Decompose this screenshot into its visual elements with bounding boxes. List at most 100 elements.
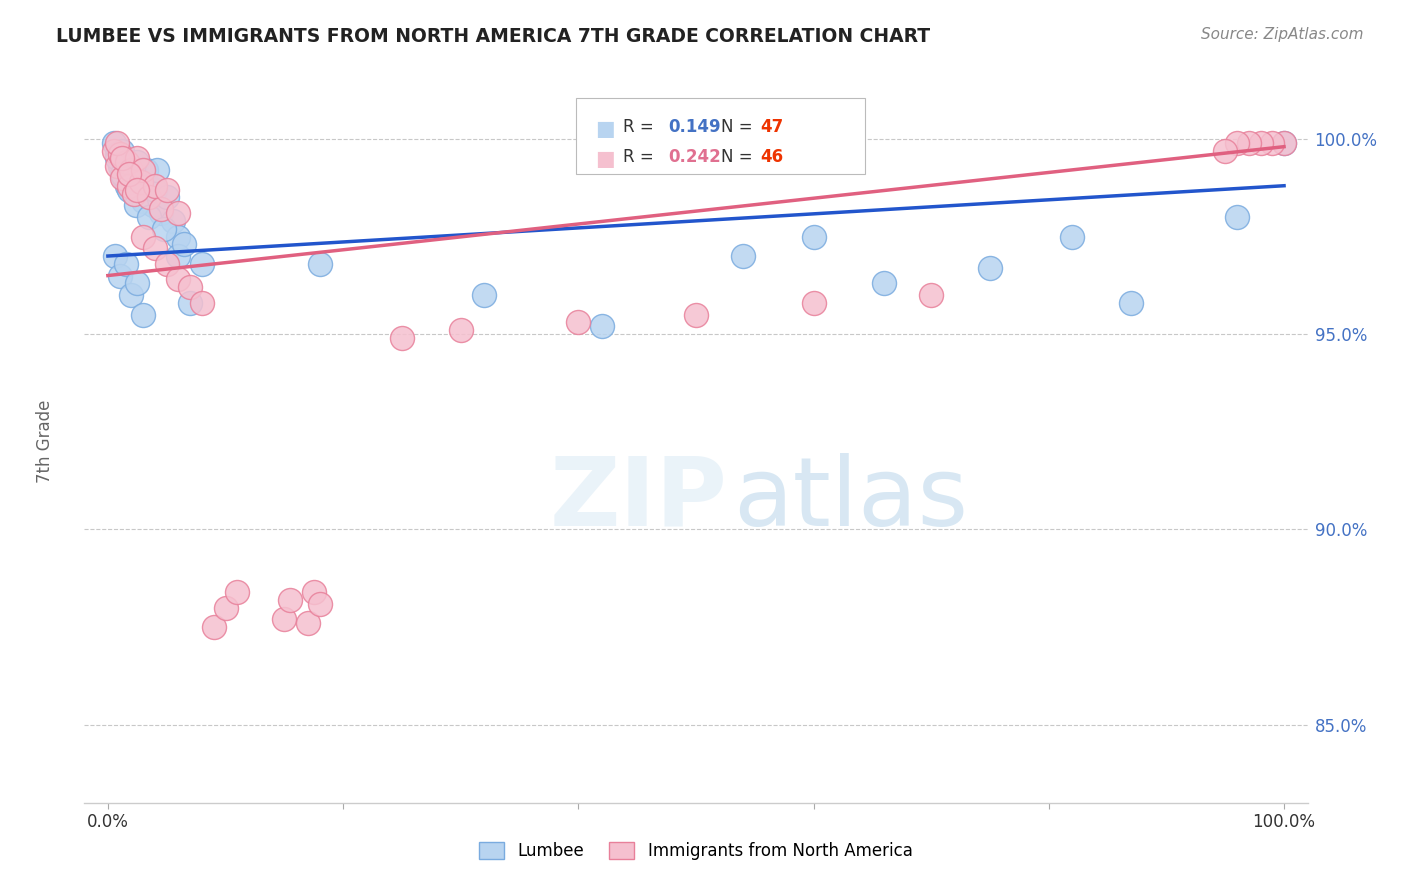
Point xyxy=(591,319,613,334)
Point xyxy=(135,163,157,178)
Text: ZIP: ZIP xyxy=(550,453,727,546)
Point xyxy=(132,229,155,244)
Point xyxy=(450,323,472,337)
Point xyxy=(125,198,148,212)
Point xyxy=(127,183,149,197)
Point xyxy=(132,194,155,209)
Point xyxy=(273,612,295,626)
Point xyxy=(105,136,128,150)
Point xyxy=(472,288,495,302)
Point xyxy=(127,277,149,291)
Point xyxy=(111,167,134,181)
Point xyxy=(167,249,190,263)
Point xyxy=(105,159,128,173)
Text: 47: 47 xyxy=(761,118,785,136)
Point xyxy=(122,186,145,201)
Legend: Lumbee, Immigrants from North America: Lumbee, Immigrants from North America xyxy=(472,835,920,867)
Point xyxy=(149,202,172,216)
Point xyxy=(120,163,142,178)
Point xyxy=(391,331,413,345)
Point xyxy=(1226,210,1249,224)
Y-axis label: 7th Grade: 7th Grade xyxy=(35,400,53,483)
Point xyxy=(191,257,214,271)
Text: 0.149: 0.149 xyxy=(668,118,720,136)
Point xyxy=(111,144,134,158)
Point xyxy=(129,175,152,189)
Point xyxy=(1121,296,1143,310)
Point xyxy=(308,597,330,611)
Point xyxy=(138,210,160,224)
Point xyxy=(162,214,184,228)
Point xyxy=(156,257,179,271)
Text: 0.242: 0.242 xyxy=(668,148,721,166)
Text: R =: R = xyxy=(623,118,659,136)
Point xyxy=(873,277,896,291)
Point xyxy=(214,600,236,615)
Point xyxy=(149,206,172,220)
Point xyxy=(156,183,179,197)
Point xyxy=(111,152,134,166)
Point xyxy=(202,620,225,634)
Point xyxy=(108,159,131,173)
Text: N =: N = xyxy=(721,148,758,166)
Point xyxy=(143,178,166,193)
Point xyxy=(120,159,142,173)
Point xyxy=(122,186,145,201)
Point xyxy=(103,144,125,158)
Point xyxy=(1261,136,1284,150)
Point xyxy=(108,147,131,161)
Point xyxy=(103,136,125,150)
Point xyxy=(114,257,136,271)
Point xyxy=(297,616,319,631)
Point xyxy=(226,585,249,599)
Point xyxy=(118,178,141,193)
Point xyxy=(146,163,169,178)
Text: ■: ■ xyxy=(595,119,614,138)
Text: ■: ■ xyxy=(595,149,614,169)
Point xyxy=(127,152,149,166)
Point xyxy=(115,155,138,169)
Point xyxy=(111,170,134,185)
Point xyxy=(132,308,155,322)
Point xyxy=(308,257,330,271)
Point xyxy=(167,272,190,286)
Text: LUMBEE VS IMMIGRANTS FROM NORTH AMERICA 7TH GRADE CORRELATION CHART: LUMBEE VS IMMIGRANTS FROM NORTH AMERICA … xyxy=(56,27,931,45)
Point xyxy=(129,175,152,189)
Point xyxy=(803,296,825,310)
Point xyxy=(1237,136,1260,150)
Point xyxy=(108,268,131,283)
Text: atlas: atlas xyxy=(733,453,967,546)
Point xyxy=(731,249,754,263)
Point xyxy=(104,249,127,263)
Point xyxy=(803,229,825,244)
Point xyxy=(567,315,589,329)
Point xyxy=(156,190,179,204)
Point xyxy=(191,296,214,310)
Text: Source: ZipAtlas.com: Source: ZipAtlas.com xyxy=(1201,27,1364,42)
Point xyxy=(685,308,707,322)
Point xyxy=(1213,144,1236,158)
Point xyxy=(1062,229,1084,244)
Point xyxy=(143,241,166,255)
Point xyxy=(142,198,165,212)
Text: R =: R = xyxy=(623,148,659,166)
Point xyxy=(153,221,176,235)
Point xyxy=(278,592,301,607)
Point xyxy=(105,152,128,166)
Point xyxy=(118,183,141,197)
Text: 46: 46 xyxy=(761,148,783,166)
Point xyxy=(173,237,195,252)
Point xyxy=(302,585,325,599)
Point xyxy=(1272,136,1295,150)
Text: N =: N = xyxy=(721,118,758,136)
Point xyxy=(179,280,201,294)
Point xyxy=(920,288,942,302)
Point xyxy=(138,178,160,193)
Point xyxy=(143,183,166,197)
Point xyxy=(118,167,141,181)
Point xyxy=(1272,136,1295,150)
Point xyxy=(1250,136,1272,150)
Point xyxy=(979,260,1001,275)
Point xyxy=(167,206,190,220)
Point xyxy=(132,163,155,178)
